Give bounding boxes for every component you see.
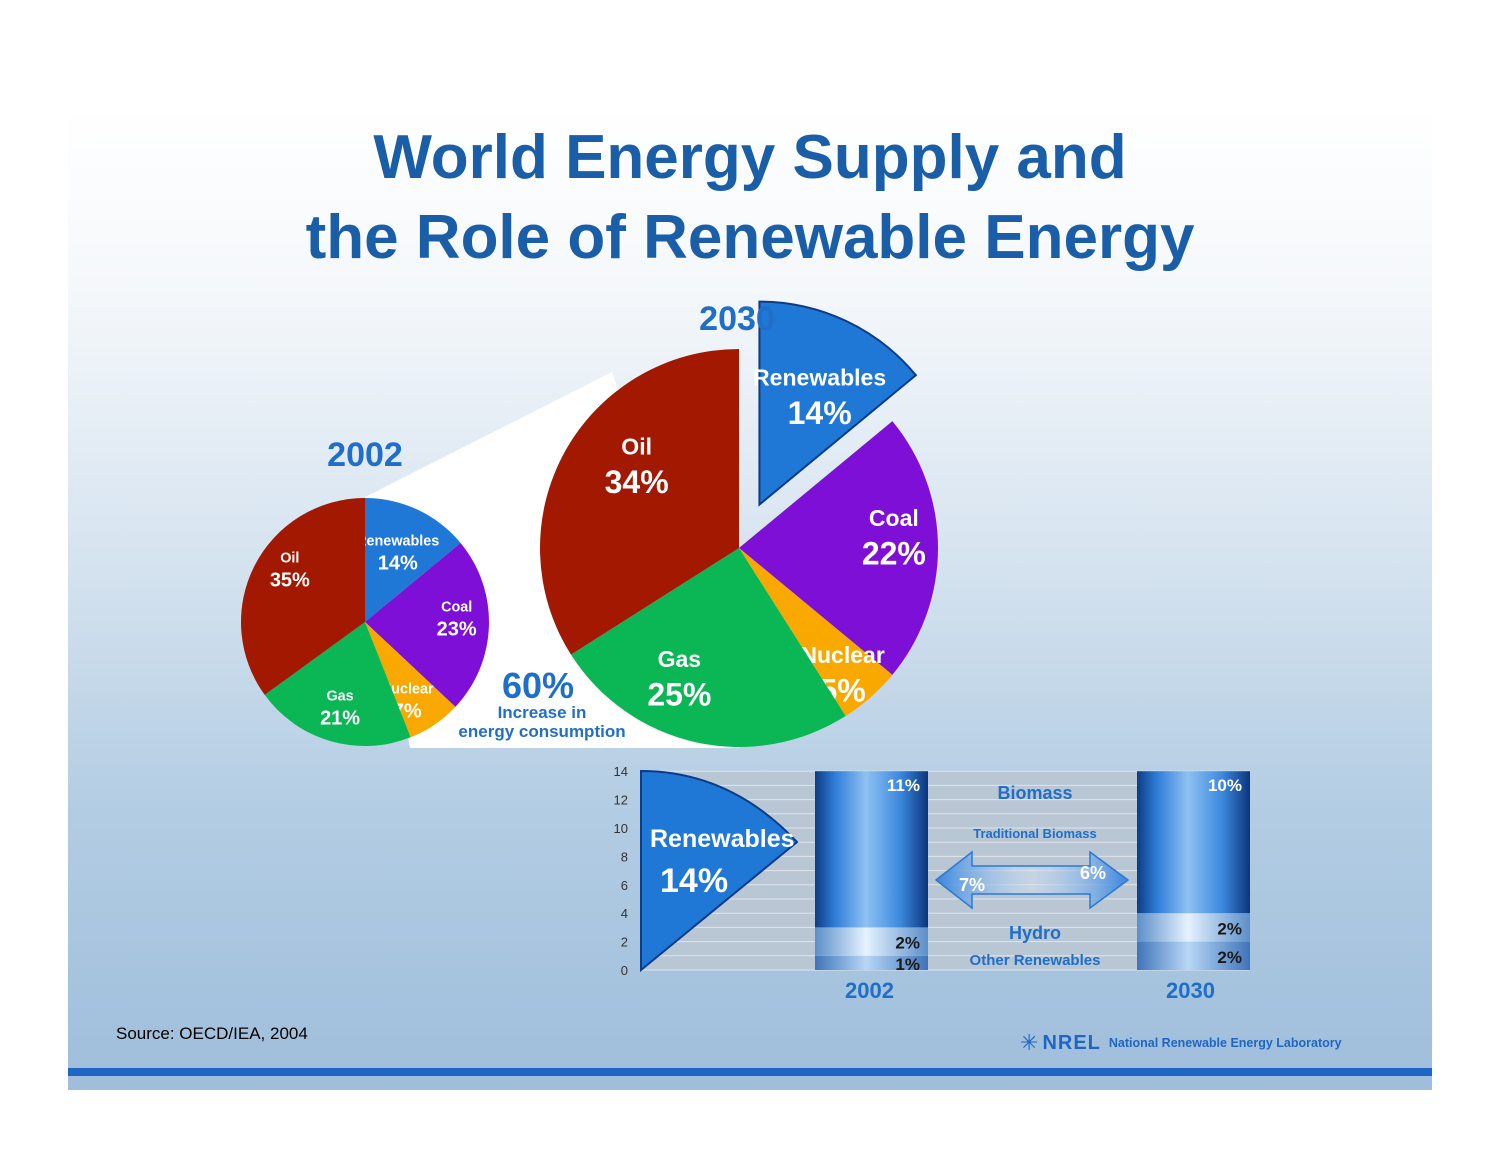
- bar-x-labels: 2002 2030: [845, 978, 1215, 1003]
- pie-2002-value-coal: 23%: [437, 618, 477, 640]
- bar-columns: 1% 2% 11% 2% 2% 10%: [815, 771, 1250, 974]
- y-tick-10: 10: [614, 821, 628, 836]
- pie-2030-slice-oil: [540, 349, 739, 655]
- pie-2002-label-coal: Coal: [441, 599, 472, 615]
- y-tick-8: 8: [621, 849, 628, 864]
- pie-2002-value-renewables: 14%: [378, 552, 418, 574]
- pie-2030-slice-gas: [570, 548, 846, 747]
- title-line-2: the Role of Renewable Energy: [305, 203, 1195, 272]
- bar-y-ticks: 0 2 4 6 8 10 12 14: [614, 764, 628, 978]
- series-label-other: Other Renewables: [970, 952, 1101, 969]
- pie-2030-slice-renewables: [758, 300, 918, 507]
- nrel-logo-full: National Renewable Energy Laboratory: [1108, 1036, 1342, 1050]
- nrel-logo-short: NREL: [1042, 1031, 1101, 1054]
- bar-2002-hydro: [815, 927, 928, 956]
- pie-2002-slice-gas: [264, 622, 411, 746]
- series-label-hydro: Hydro: [1009, 923, 1061, 943]
- increase-value: 60%: [502, 665, 574, 706]
- nrel-logo-icon: ✳: [1020, 1030, 1039, 1056]
- pie-2030-slice-coal: [739, 421, 938, 675]
- y-tick-6: 6: [621, 878, 628, 893]
- y-tick-12: 12: [614, 793, 628, 808]
- increase-line-2: energy consumption: [458, 722, 625, 741]
- pie-2002-label-nuclear: Nuclear: [381, 682, 434, 698]
- bar-value-2002-hydro: 2%: [895, 934, 920, 953]
- nrel-logo: ✳ NREL National Renewable Energy Laborat…: [1020, 1026, 1342, 1060]
- pie-2002-slice-oil: [240, 498, 365, 695]
- pie-2002-title: 2002: [327, 436, 403, 474]
- renewables-bar-chart: 0 2 4 6 8 10 12 14 Renewables 14% 1% 2% 11% 2% 2% 10…: [614, 764, 1250, 1003]
- traditional-biomass-2030: 6%: [1080, 863, 1106, 883]
- callout-label: Renewables: [650, 825, 795, 853]
- bar-2002-biomass: [815, 771, 928, 928]
- pie-2002-value-gas: 21%: [320, 708, 360, 730]
- pie-2030-value-oil: 34%: [605, 464, 669, 500]
- pie-2030-value-coal: 22%: [862, 535, 926, 571]
- title-line-1: World Energy Supply and: [373, 123, 1127, 192]
- renewables-callout-shape: [640, 769, 799, 973]
- y-tick-14: 14: [614, 764, 628, 779]
- pie-2030-label-renewables: Renewables: [753, 365, 886, 391]
- bar-value-2002-other-renewables: 1%: [895, 955, 920, 974]
- pie-2002: Renewables14%Coal23%Nuclear7%Gas21%Oil35…: [240, 498, 489, 746]
- source-note: Source: OECD/IEA, 2004: [116, 1024, 308, 1043]
- bar-2002-other-renewables: [815, 955, 928, 970]
- bar-category-2002: 2002: [845, 978, 894, 1003]
- series-label-biomass: Biomass: [997, 783, 1072, 803]
- pie-2030-label-nuclear: Nuclear: [800, 642, 885, 668]
- pie-2002-slice-coal: [365, 542, 489, 707]
- bar-2030-hydro: [1137, 913, 1250, 942]
- y-tick-2: 2: [621, 935, 628, 950]
- bar-value-2002-biomass: 11%: [887, 776, 920, 795]
- y-tick-4: 4: [621, 906, 628, 921]
- pie-2002-label-oil: Oil: [280, 550, 299, 566]
- bar-2030-other-renewables: [1137, 941, 1250, 970]
- y-tick-0: 0: [621, 963, 628, 978]
- bar-value-2030-hydro: 2%: [1217, 919, 1242, 938]
- bar-value-2030-biomass: 10%: [1208, 776, 1242, 795]
- pie-2002-value-oil: 35%: [270, 569, 310, 591]
- pie-2002-slice-renewables: [365, 498, 461, 622]
- pie-2030-label-gas: Gas: [658, 646, 702, 672]
- bar-category-2030: 2030: [1166, 978, 1215, 1003]
- pie-2030-label-coal: Coal: [869, 505, 919, 531]
- bar-2030-biomass: [1137, 771, 1250, 914]
- pie-2030-value-renewables: 14%: [788, 395, 852, 431]
- pie-2002-slice-nuclear: [365, 622, 456, 738]
- pie-2030-label-oil: Oil: [621, 434, 652, 460]
- pie-2002-label-renewables: Renewables: [356, 533, 439, 549]
- slide-title: World Energy Supply and the Role of Rene…: [0, 118, 1500, 278]
- pie-2030-slice-nuclear: [739, 548, 893, 717]
- pie-2002-label-gas: Gas: [326, 689, 353, 705]
- pie-2030-title: 2030: [699, 300, 775, 338]
- callout-value: 14%: [660, 862, 728, 900]
- pie-2030: Renewables14%Coal22%Nuclear5%Gas25%Oil34…: [540, 300, 938, 747]
- bar-value-2030-other-renewables: 2%: [1217, 948, 1242, 967]
- pie-2030-value-gas: 25%: [647, 676, 711, 712]
- increase-line-1: Increase in: [498, 703, 587, 722]
- traditional-biomass-arrow: [934, 850, 1130, 910]
- traditional-biomass-label: Traditional Biomass: [973, 826, 1097, 841]
- bottom-band: [68, 1068, 1432, 1076]
- traditional-biomass-2002: 7%: [959, 875, 985, 895]
